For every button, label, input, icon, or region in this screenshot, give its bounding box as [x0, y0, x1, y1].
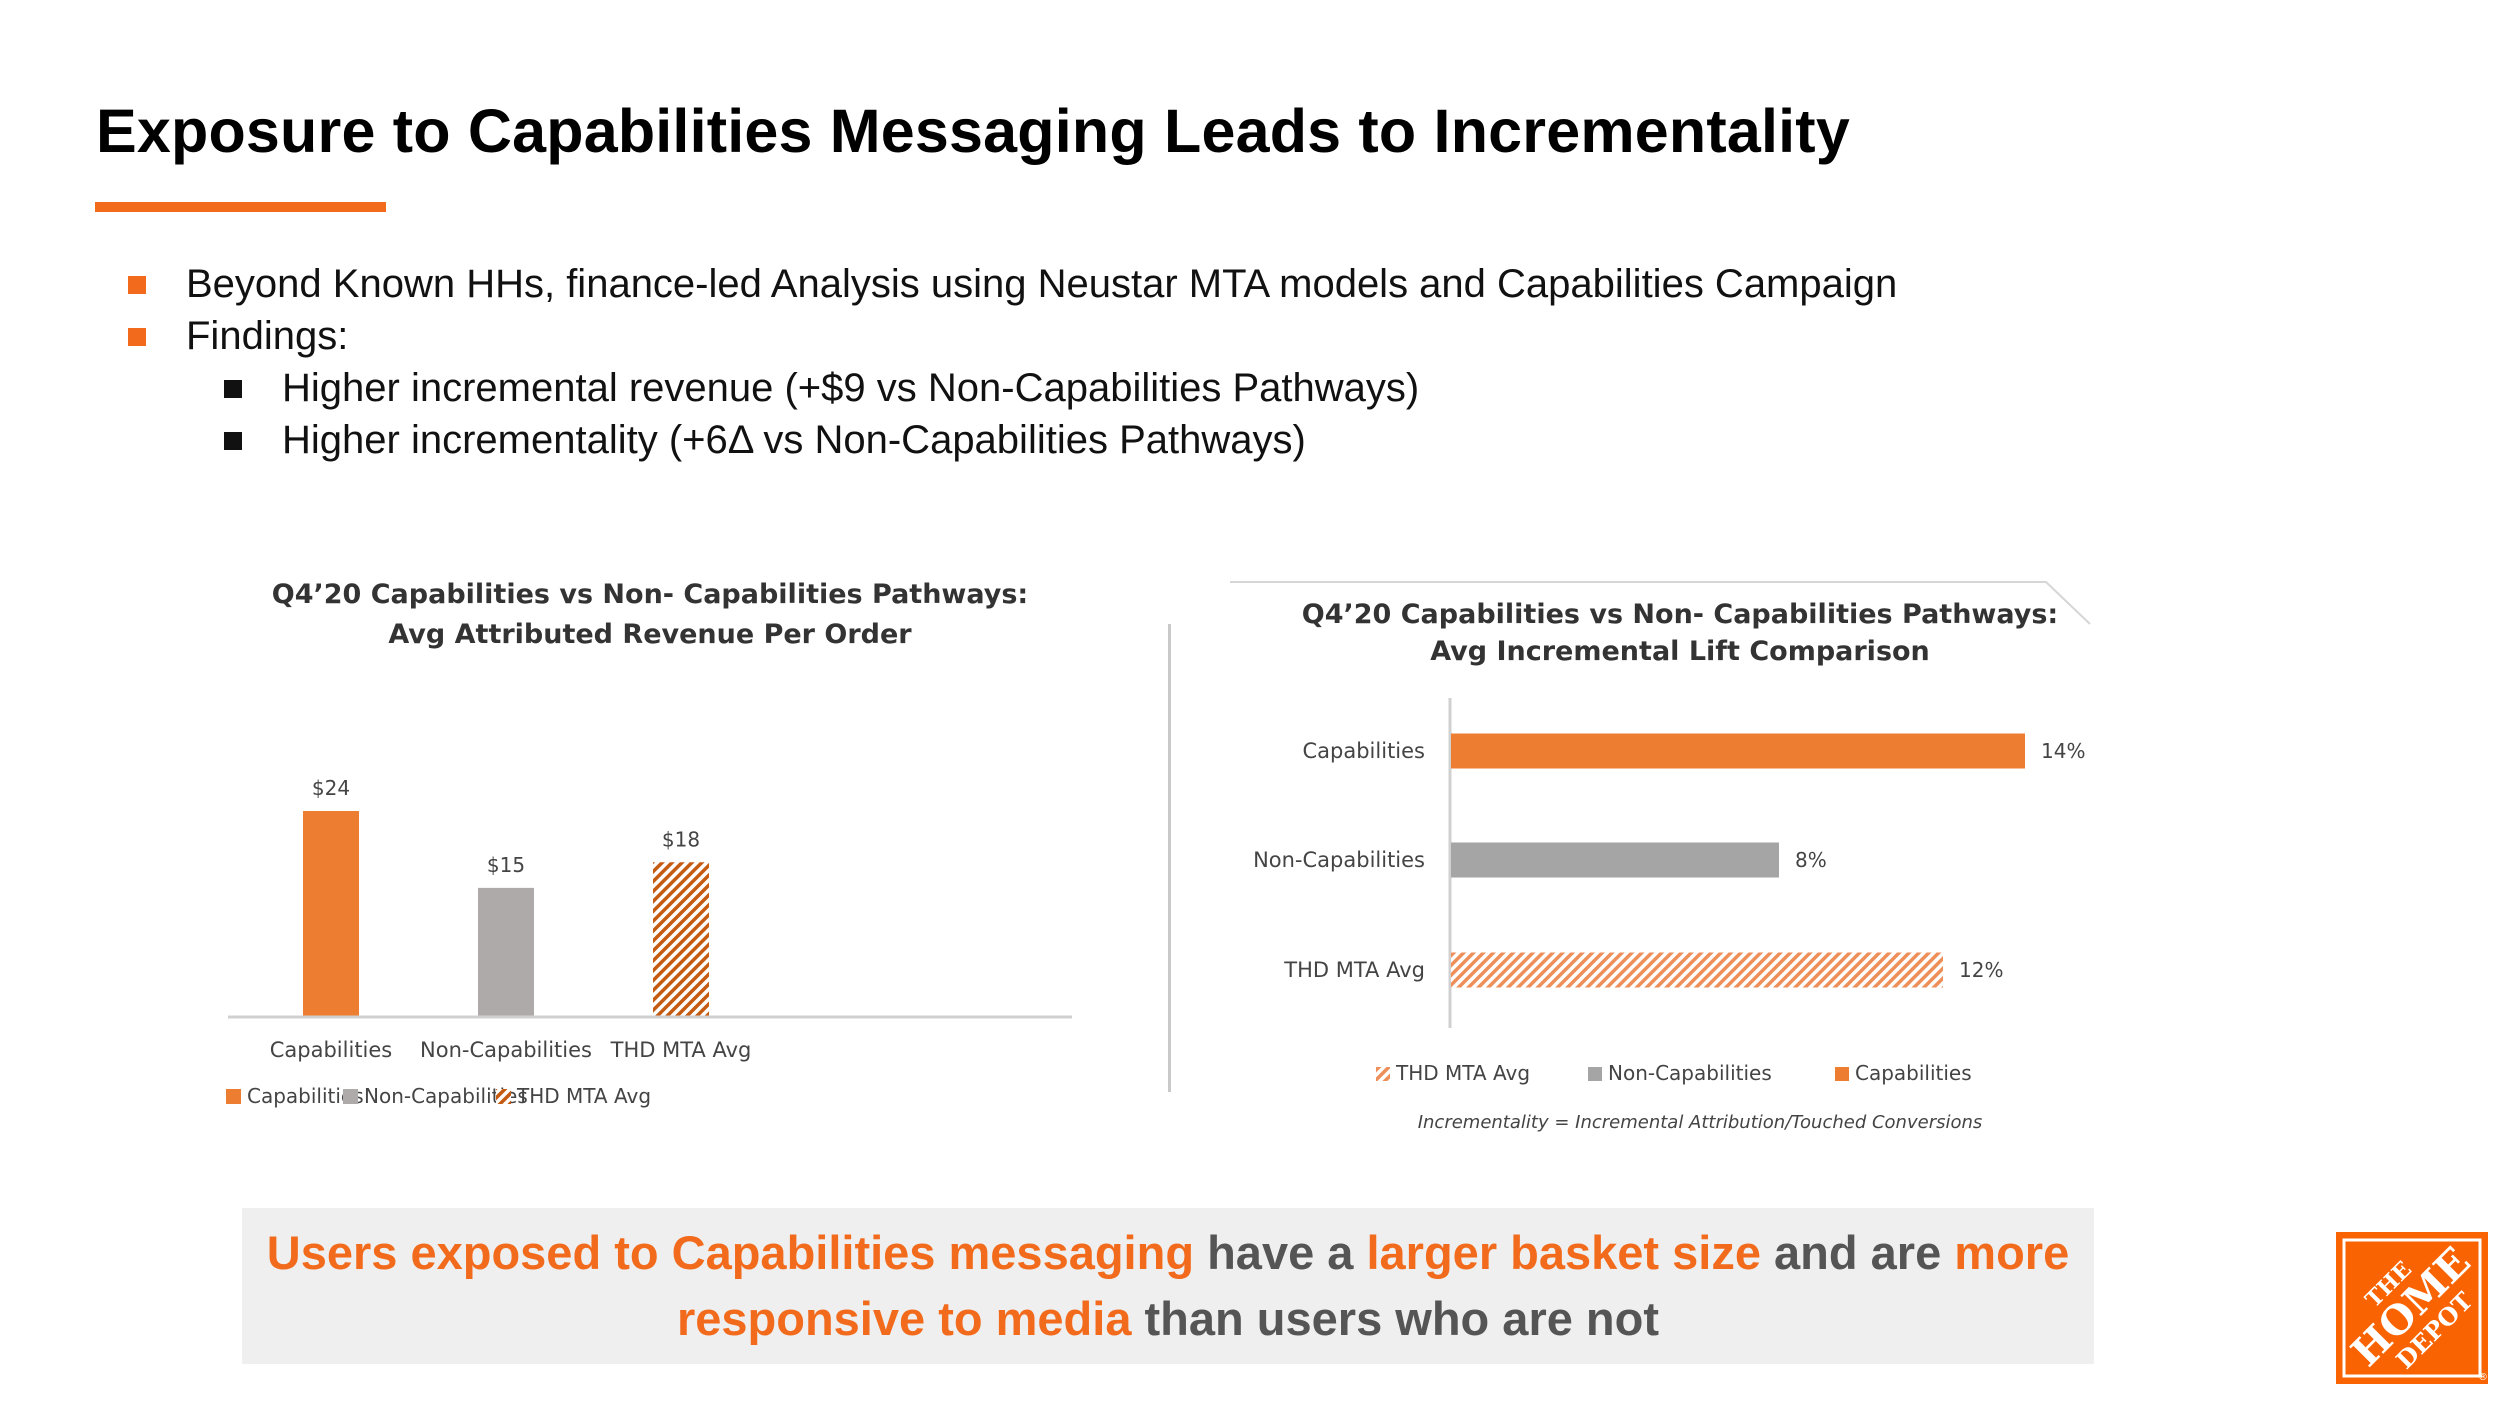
bullet-item: Beyond Known HHs, finance-led Analysis u… [128, 262, 1898, 307]
data-label: 14% [2041, 739, 2085, 763]
y-tick-label: Non-Capabilities [1253, 848, 1425, 872]
data-label: 12% [1959, 958, 2003, 982]
legend-label: THD MTA Avg [516, 1084, 651, 1108]
callout-plain: than users who are not [1131, 1292, 1660, 1345]
bar-non-capabilities [1451, 842, 1779, 878]
chart-frame-corner [1230, 581, 2091, 625]
chart-legend: THD MTA Avg Non-Capabilities Capabilities [1376, 1061, 1972, 1085]
orange-square-bullet-icon [128, 276, 146, 294]
y-tick-label: THD MTA Avg [1283, 958, 1425, 982]
callout-plain: have a [1194, 1226, 1367, 1279]
chart-title-line-1: Q4’20 Capabilities vs Non- Capabilities … [1302, 599, 2058, 630]
callout-highlight: Users exposed to Capabilities messaging [266, 1226, 1195, 1279]
x-tick-label: Non-Capabilities [420, 1038, 592, 1062]
data-label: 8% [1795, 848, 1827, 872]
callout-text: Users exposed to Capabilities messaging … [242, 1220, 2094, 1352]
sub-bullet-item: Higher incremental revenue (+$9 vs Non-C… [224, 366, 1420, 411]
bar-non-capabilities [478, 887, 534, 1016]
chart-title-line-2: Avg Attributed Revenue Per Order [388, 619, 912, 650]
black-square-bullet-icon [224, 380, 242, 398]
data-label: $18 [662, 827, 700, 851]
legend-label: Non-Capabilities [1608, 1061, 1772, 1085]
legend-swatch [1376, 1067, 1390, 1081]
legend-swatch [496, 1089, 511, 1104]
bullet-text: Findings: [186, 314, 349, 358]
data-label: $24 [312, 776, 350, 800]
callout-plain: and are [1760, 1226, 1955, 1279]
legend-swatch [1588, 1067, 1602, 1081]
title-accent-rule [95, 202, 386, 212]
y-tick-label: Capabilities [1303, 739, 1426, 763]
logo-background [2336, 1232, 2488, 1384]
chart-footnote: Incrementality = Incremental Attribution… [1418, 1112, 1983, 1133]
incremental-lift-chart: Q4’20 Capabilities vs Non- Capabilities … [1230, 580, 2100, 1150]
bullet-text: Higher incremental revenue (+$9 vs Non-C… [282, 366, 1420, 410]
callout-highlight: larger basket size [1366, 1226, 1761, 1279]
sub-bullet-item: Higher incrementality (+6Δ vs Non-Capabi… [224, 418, 1306, 463]
black-square-bullet-icon [224, 432, 242, 450]
legend-swatch [343, 1089, 358, 1104]
legend-label: THD MTA Avg [1395, 1061, 1530, 1085]
x-tick-label: Capabilities [270, 1038, 393, 1062]
chart-divider [1168, 624, 1171, 1092]
logo-trademark: ® [2478, 1372, 2488, 1383]
home-depot-logo: THE HOME DEPOT ® [2336, 1232, 2488, 1389]
orange-square-bullet-icon [128, 328, 146, 346]
bullet-item: Findings: [128, 314, 349, 359]
bar-capabilities [303, 811, 359, 1016]
legend-swatch [226, 1089, 241, 1104]
key-takeaway-callout: Users exposed to Capabilities messaging … [242, 1208, 2094, 1364]
revenue-per-order-chart: Q4’20 Capabilities vs Non- Capabilities … [200, 560, 1100, 1150]
slide-title: Exposure to Capabilities Messaging Leads… [96, 97, 1850, 165]
chart-title-line-1: Q4’20 Capabilities vs Non- Capabilities … [272, 579, 1028, 610]
data-label: $15 [487, 853, 525, 877]
legend-swatch [1835, 1067, 1849, 1081]
bullet-text: Higher incrementality (+6Δ vs Non-Capabi… [282, 418, 1306, 462]
bar-thd-mta-avg [1451, 952, 1943, 988]
callout-highlight: more responsive to media [676, 1226, 2070, 1345]
bar-thd-mta-avg [653, 862, 709, 1016]
chart-title-line-2: Avg Incremental Lift Comparison [1430, 636, 1930, 667]
bullet-text: Beyond Known HHs, finance-led Analysis u… [186, 262, 1898, 306]
x-tick-label: THD MTA Avg [610, 1038, 752, 1062]
legend-label: Capabilities [1855, 1061, 1972, 1085]
bar-capabilities [1451, 733, 2025, 769]
